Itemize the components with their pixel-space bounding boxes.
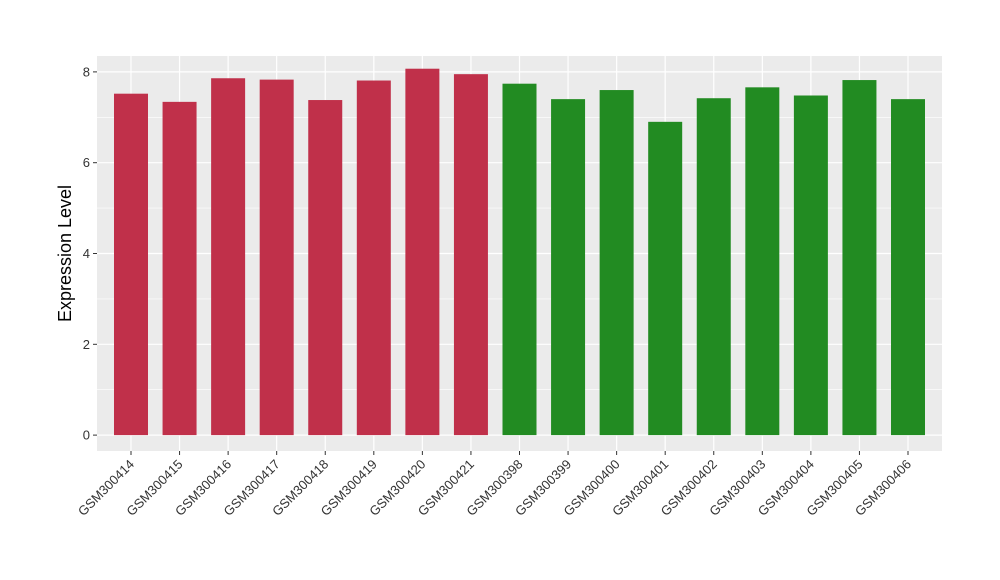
bar-GSM300421 xyxy=(453,74,488,436)
bar-GSM300403 xyxy=(745,87,780,436)
bar-GSM300415 xyxy=(162,101,197,436)
bar-GSM300417 xyxy=(259,79,294,436)
bar-GSM300401 xyxy=(648,121,683,436)
y-tick-label: 6 xyxy=(83,155,90,170)
y-axis: 0 2 4 6 8 xyxy=(83,64,97,443)
bar-GSM300404 xyxy=(793,95,828,436)
bar-GSM300405 xyxy=(842,80,877,436)
y-tick-label: 2 xyxy=(83,337,90,352)
bar-GSM300399 xyxy=(551,99,586,436)
y-axis-title: Expression Level xyxy=(55,185,75,322)
bar-GSM300398 xyxy=(502,83,537,436)
y-tick-label: 8 xyxy=(83,64,90,79)
y-tick-label: 0 xyxy=(83,428,90,443)
bar-GSM300416 xyxy=(211,78,246,436)
bar-GSM300420 xyxy=(405,68,440,436)
bars xyxy=(113,68,926,436)
x-axis: GSM300414GSM300415GSM300416GSM300417GSM3… xyxy=(75,451,914,519)
bar-GSM300419 xyxy=(356,80,391,436)
bar-GSM300418 xyxy=(308,100,343,436)
bar-GSM300400 xyxy=(599,90,634,436)
bar-GSM300406 xyxy=(891,99,926,436)
bar-GSM300402 xyxy=(696,98,731,436)
bar-GSM300414 xyxy=(113,93,148,436)
y-tick-label: 4 xyxy=(83,246,90,261)
